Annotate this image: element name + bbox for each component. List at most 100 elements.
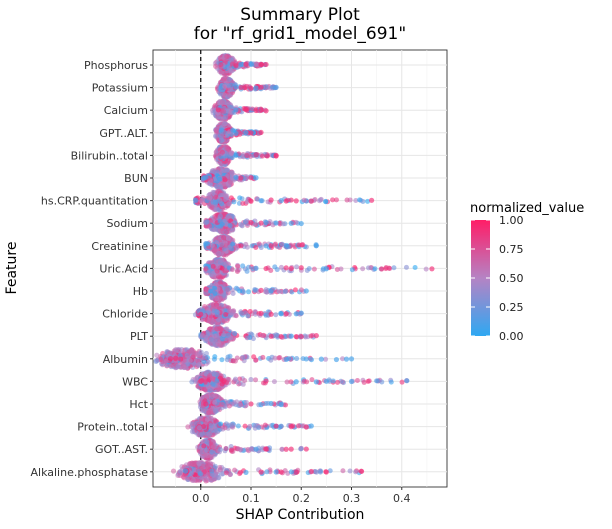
- shap-point: [213, 183, 220, 189]
- shap-point: [313, 333, 319, 339]
- shap-point: [212, 290, 218, 296]
- shap-point: [259, 153, 265, 159]
- shap-point: [219, 149, 225, 155]
- shap-point: [227, 223, 233, 229]
- shap-point: [423, 266, 429, 272]
- shap-point: [237, 288, 243, 294]
- shap-point: [216, 250, 222, 257]
- shap-point: [278, 333, 284, 340]
- shap-point: [230, 291, 236, 297]
- shap-point: [154, 352, 160, 358]
- shap-point: [344, 197, 350, 203]
- shap-point: [269, 84, 275, 90]
- feature-swarm: [212, 52, 269, 77]
- shap-point: [299, 242, 305, 248]
- shap-point: [220, 234, 227, 241]
- shap-point: [203, 220, 209, 226]
- shap-point: [253, 175, 259, 181]
- shap-point: [258, 220, 264, 226]
- shap-point: [214, 312, 220, 318]
- shap-point: [215, 198, 221, 204]
- shap-point: [223, 168, 229, 174]
- shap-point: [412, 264, 418, 270]
- shap-point: [280, 221, 286, 227]
- shap-point: [252, 287, 258, 293]
- shap-point: [263, 265, 269, 272]
- shap-point: [248, 85, 254, 91]
- shap-point: [181, 364, 187, 371]
- shap-point: [298, 310, 304, 316]
- shap-point: [221, 92, 228, 98]
- shap-point: [214, 295, 220, 302]
- shap-point: [212, 333, 218, 339]
- shap-point: [244, 153, 250, 159]
- shap-point: [268, 333, 274, 339]
- shap-point: [243, 130, 249, 136]
- shap-point: [225, 332, 231, 338]
- shap-point: [278, 311, 284, 317]
- shap-point: [283, 265, 289, 271]
- shap-point: [264, 153, 270, 159]
- shap-point: [244, 335, 250, 341]
- shap-point: [248, 130, 254, 136]
- shap-point: [209, 168, 215, 174]
- shap-point: [215, 263, 221, 269]
- shap-point: [219, 99, 226, 105]
- shap-point: [243, 61, 249, 67]
- shap-point: [238, 243, 244, 249]
- shap-point: [206, 195, 212, 201]
- shap-point: [298, 220, 304, 227]
- shap-point: [224, 53, 230, 60]
- shap-point: [229, 170, 235, 176]
- shap-point: [253, 244, 259, 250]
- shap-point: [218, 242, 224, 248]
- shap-point: [228, 195, 234, 201]
- shap-point: [218, 62, 224, 68]
- feature-swarm: [209, 98, 269, 123]
- shap-point: [338, 266, 344, 272]
- shap-point: [217, 213, 223, 219]
- shap-point: [173, 347, 180, 353]
- shap-point: [226, 92, 232, 98]
- shap-point: [323, 199, 329, 205]
- shap-point: [154, 358, 160, 364]
- shap-point: [224, 287, 230, 293]
- shap-point: [230, 241, 236, 247]
- shap-point: [283, 311, 289, 317]
- shap-point: [218, 69, 224, 75]
- shap-point: [298, 334, 304, 340]
- shap-point: [199, 333, 205, 339]
- shap-point: [238, 175, 244, 181]
- shap-point: [189, 347, 195, 353]
- shap-point: [258, 287, 264, 293]
- shap-point: [308, 198, 314, 204]
- shap-point: [293, 311, 299, 317]
- shap-point: [238, 84, 244, 91]
- shap-point: [357, 197, 363, 203]
- feature-swarm: [214, 75, 279, 100]
- shap-point: [233, 107, 239, 113]
- shap-point: [288, 197, 294, 203]
- shap-point: [303, 334, 309, 340]
- shap-point: [208, 288, 214, 294]
- shap-point: [209, 242, 215, 248]
- shap-point: [253, 85, 259, 91]
- shap-point: [293, 219, 299, 225]
- shap-point: [258, 61, 264, 68]
- shap-point: [225, 83, 231, 89]
- shap-point: [175, 363, 181, 369]
- shap-point: [219, 357, 225, 363]
- shap-point: [198, 311, 204, 317]
- feature-swarm: [212, 144, 279, 168]
- shap-point: [330, 197, 336, 203]
- shap-point: [244, 83, 250, 89]
- shap-point: [219, 257, 225, 264]
- shap-point: [233, 130, 239, 137]
- shap-point: [323, 266, 329, 272]
- shap-point: [244, 268, 250, 274]
- shap-point: [239, 223, 245, 229]
- shap-point: [283, 198, 289, 204]
- shap-point: [233, 174, 239, 180]
- shap-point: [233, 152, 239, 158]
- shap-point: [238, 61, 244, 68]
